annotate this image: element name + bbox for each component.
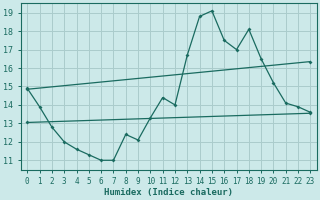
X-axis label: Humidex (Indice chaleur): Humidex (Indice chaleur) xyxy=(104,188,233,197)
